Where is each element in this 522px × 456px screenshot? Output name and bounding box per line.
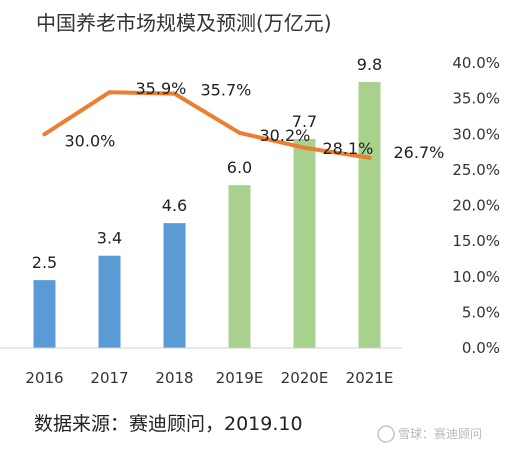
right-axis-tick-label: 30.0%: [452, 125, 500, 143]
watermark: 雪球：赛迪顾问: [377, 425, 482, 443]
x-tick-label: 2020E: [281, 369, 329, 387]
x-tick-label: 2017: [90, 369, 128, 387]
watermark-text: 雪球：赛迪顾问: [398, 426, 482, 441]
growth-rate-point: [42, 132, 47, 137]
right-axis-tick-label: 15.0%: [452, 232, 500, 250]
bar-2018: [163, 223, 186, 348]
bar-value-label: 2.5: [32, 253, 57, 272]
growth-rate-point: [172, 91, 177, 96]
bar-value-label: 3.4: [97, 229, 122, 248]
bar-value-label: 7.7: [292, 112, 317, 131]
bar-2016: [33, 280, 56, 348]
x-tick-label: 2016: [25, 369, 63, 387]
bar-2019E: [228, 185, 251, 348]
growth-rate-point: [302, 145, 307, 150]
plot-area: 2.5 3.4 4.6 6.0 7.7 9.8 2016 2017 2018 2019E 2020E…: [0, 54, 500, 387]
growth-rate-point: [107, 90, 112, 95]
growth-rate-label: 26.7%: [394, 143, 445, 162]
growth-rate-label: 35.9%: [136, 79, 187, 98]
chart-title: 中国养老市场规模及预测(万亿元): [36, 11, 332, 35]
bar-value-label: 9.8: [357, 55, 382, 74]
snowball-logo-icon: [377, 425, 395, 443]
bar-value-label: 6.0: [227, 158, 252, 177]
growth-rate-label: 30.0%: [65, 131, 116, 150]
growth-rate-point: [367, 155, 372, 160]
growth-rate-line: [42, 90, 372, 160]
growth-rate-label: 30.2%: [260, 126, 311, 145]
x-tick-label: 2019E: [216, 369, 264, 387]
right-axis-tick-label: 10.0%: [452, 268, 500, 286]
source-note: 数据来源：赛迪顾问，2019.10: [34, 413, 303, 435]
right-axis-tick-label: 35.0%: [452, 90, 500, 108]
bar-2020E: [293, 139, 316, 348]
bar-2017: [98, 255, 121, 348]
right-axis-tick-label: 0.0%: [462, 339, 500, 357]
growth-rate-label: 35.7%: [201, 81, 252, 100]
bar-2021E: [358, 82, 381, 348]
bar-value-label: 4.6: [162, 196, 187, 215]
growth-rate-point: [237, 130, 242, 135]
x-tick-label: 2021E: [346, 369, 394, 387]
growth-rate-label: 28.1%: [323, 139, 374, 158]
x-tick-label: 2018: [155, 369, 193, 387]
right-axis-tick-label: 5.0%: [462, 303, 500, 321]
right-axis-tick-label: 25.0%: [452, 161, 500, 179]
right-axis-tick-label: 40.0%: [452, 54, 500, 72]
right-axis-tick-label: 20.0%: [452, 197, 500, 215]
